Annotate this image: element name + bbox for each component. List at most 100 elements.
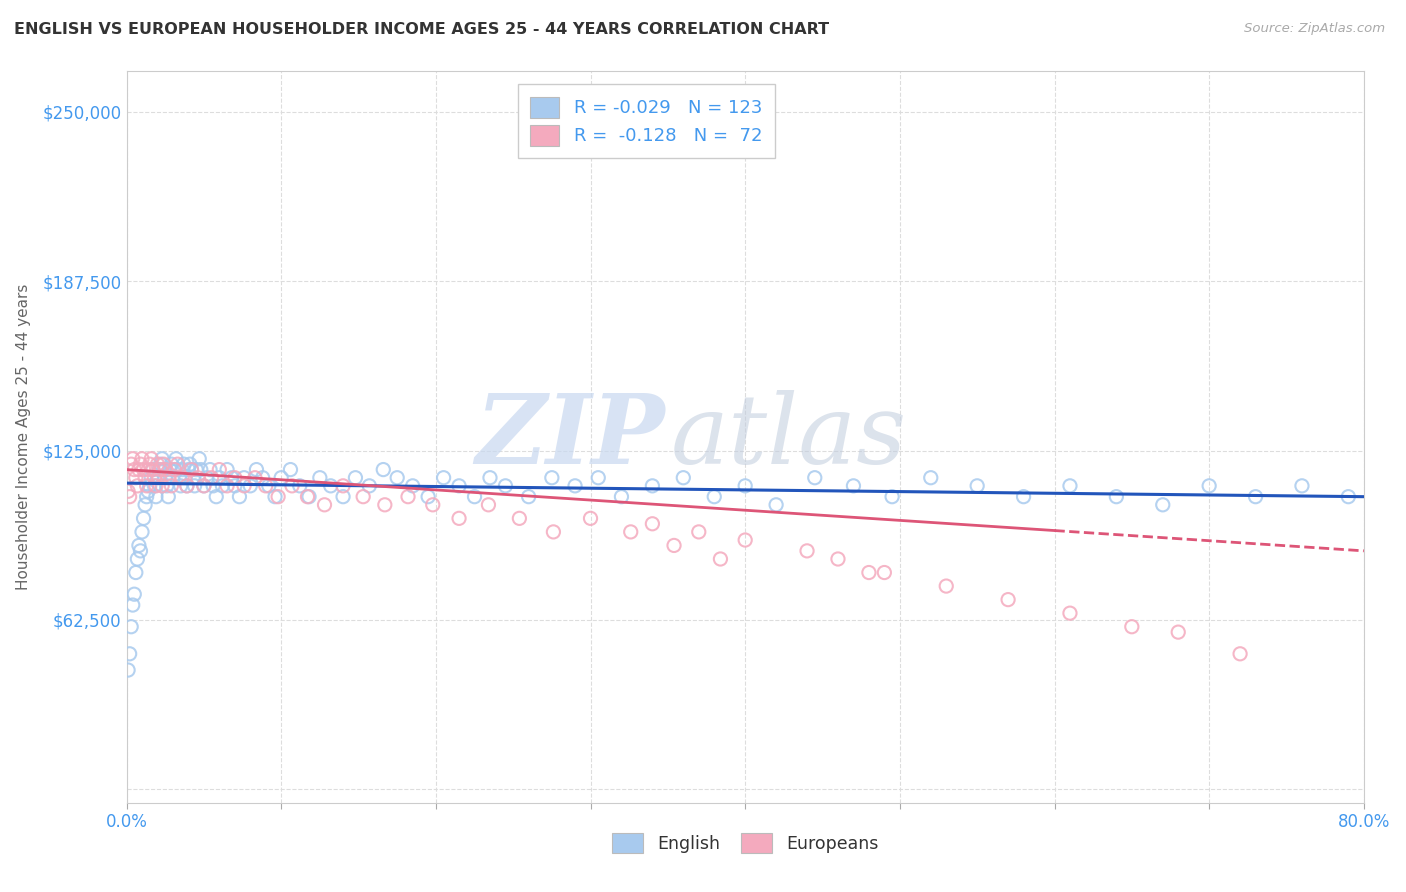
Point bbox=[228, 490, 250, 504]
Point bbox=[134, 498, 156, 512]
Point bbox=[118, 490, 141, 504]
Point bbox=[396, 490, 419, 504]
Point bbox=[148, 471, 170, 485]
Point bbox=[1244, 490, 1267, 504]
Point bbox=[180, 462, 202, 476]
Point bbox=[344, 471, 367, 485]
Text: ZIP: ZIP bbox=[475, 390, 665, 484]
Point bbox=[146, 471, 169, 485]
Point bbox=[152, 462, 174, 476]
Point bbox=[239, 479, 262, 493]
Point bbox=[495, 479, 517, 493]
Point bbox=[188, 451, 211, 466]
Point bbox=[359, 479, 381, 493]
Point bbox=[120, 457, 142, 471]
Point bbox=[202, 479, 225, 493]
Point bbox=[129, 544, 152, 558]
Point bbox=[588, 471, 610, 485]
Point bbox=[125, 566, 148, 580]
Point bbox=[1012, 490, 1035, 504]
Point bbox=[765, 498, 787, 512]
Point bbox=[1337, 490, 1360, 504]
Point bbox=[177, 462, 200, 476]
Point bbox=[543, 524, 565, 539]
Point bbox=[121, 451, 143, 466]
Point bbox=[124, 587, 146, 601]
Point bbox=[1105, 490, 1128, 504]
Point bbox=[1229, 647, 1251, 661]
Point bbox=[416, 490, 439, 504]
Point bbox=[332, 479, 354, 493]
Text: ENGLISH VS EUROPEAN HOUSEHOLDER INCOME AGES 25 - 44 YEARS CORRELATION CHART: ENGLISH VS EUROPEAN HOUSEHOLDER INCOME A… bbox=[14, 22, 830, 37]
Text: Source: ZipAtlas.com: Source: ZipAtlas.com bbox=[1244, 22, 1385, 36]
Point bbox=[149, 462, 172, 476]
Point bbox=[233, 471, 256, 485]
Point bbox=[131, 524, 153, 539]
Point bbox=[688, 524, 710, 539]
Point bbox=[143, 471, 166, 485]
Point bbox=[672, 471, 695, 485]
Point bbox=[183, 479, 205, 493]
Point bbox=[1198, 479, 1220, 493]
Point bbox=[478, 471, 502, 485]
Point bbox=[162, 471, 184, 485]
Point bbox=[176, 479, 198, 493]
Point bbox=[264, 490, 287, 504]
Point bbox=[224, 471, 246, 485]
Point bbox=[118, 647, 141, 661]
Point bbox=[135, 479, 157, 493]
Point bbox=[734, 533, 756, 547]
Point bbox=[156, 479, 179, 493]
Point bbox=[257, 479, 280, 493]
Point bbox=[187, 471, 209, 485]
Point bbox=[579, 511, 602, 525]
Point bbox=[935, 579, 957, 593]
Point bbox=[217, 462, 239, 476]
Point bbox=[143, 479, 166, 493]
Point bbox=[281, 479, 304, 493]
Point bbox=[477, 498, 499, 512]
Point bbox=[169, 479, 191, 493]
Point bbox=[149, 457, 172, 471]
Point bbox=[138, 479, 160, 493]
Point bbox=[117, 663, 139, 677]
Point bbox=[433, 471, 456, 485]
Point bbox=[709, 552, 731, 566]
Point bbox=[128, 462, 150, 476]
Point bbox=[508, 511, 530, 525]
Point bbox=[138, 457, 160, 471]
Point bbox=[190, 462, 212, 476]
Point bbox=[180, 462, 202, 476]
Point bbox=[374, 498, 396, 512]
Point bbox=[195, 471, 218, 485]
Point bbox=[165, 451, 187, 466]
Point bbox=[125, 471, 148, 485]
Point bbox=[134, 471, 156, 485]
Point bbox=[121, 598, 143, 612]
Point bbox=[657, 18, 679, 32]
Point bbox=[254, 479, 277, 493]
Point bbox=[966, 479, 988, 493]
Point bbox=[174, 471, 197, 485]
Point bbox=[131, 451, 153, 466]
Point bbox=[173, 457, 195, 471]
Point bbox=[160, 479, 183, 493]
Point bbox=[352, 490, 374, 504]
Point bbox=[145, 490, 167, 504]
Point bbox=[880, 490, 903, 504]
Point bbox=[858, 566, 880, 580]
Point bbox=[641, 479, 664, 493]
Point bbox=[166, 457, 188, 471]
Point bbox=[620, 524, 643, 539]
Point bbox=[142, 462, 165, 476]
Point bbox=[1152, 498, 1174, 512]
Point bbox=[159, 462, 181, 476]
Point bbox=[198, 462, 221, 476]
Point bbox=[309, 471, 332, 485]
Point bbox=[148, 462, 170, 476]
Point bbox=[873, 566, 896, 580]
Point bbox=[734, 479, 756, 493]
Point bbox=[176, 479, 198, 493]
Point bbox=[127, 479, 149, 493]
Point bbox=[172, 462, 194, 476]
